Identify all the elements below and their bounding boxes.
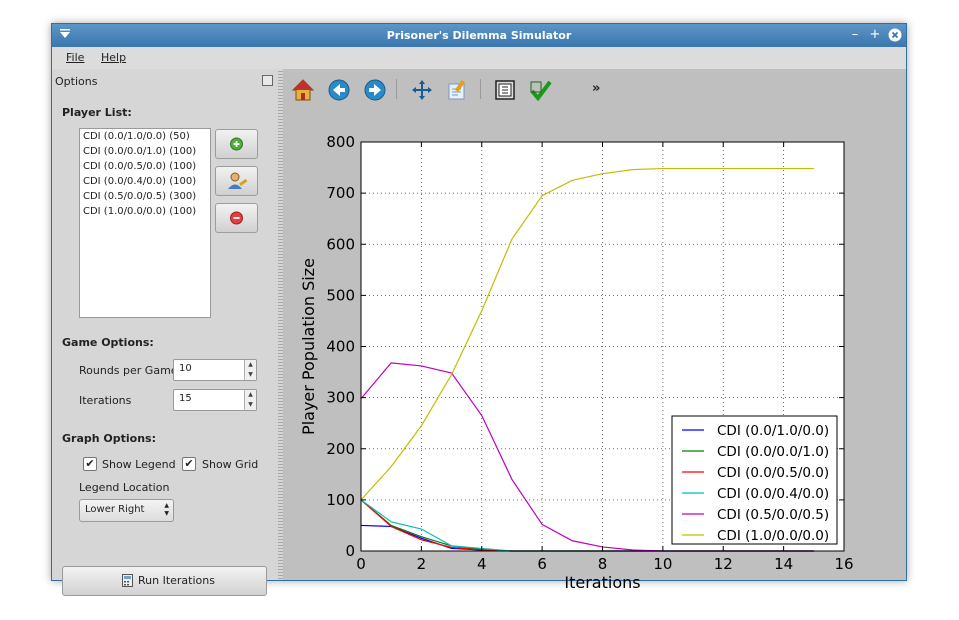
maximize-icon[interactable]: + — [869, 27, 881, 42]
plot-toolbar: » — [283, 69, 906, 107]
home-icon[interactable] — [291, 78, 315, 102]
x-axis-label: Iterations — [564, 573, 640, 592]
title-bar: Prisoner's Dilemma Simulator – + — [52, 24, 906, 47]
iterations-spinbox[interactable]: 15 ▲ ▼ — [173, 389, 257, 411]
rounds-spin-arrows[interactable]: ▲ ▼ — [244, 360, 256, 380]
options-title: Options — [55, 75, 98, 88]
player-list-item[interactable]: CDI (1.0/0.0/0.0) (100) — [83, 206, 197, 217]
y-axis-label: Player Population Size — [299, 258, 318, 435]
player-list[interactable]: CDI (0.0/1.0/0.0) (50) CDI (0.0/0.0/1.0)… — [79, 128, 211, 318]
legend-label: CDI (0.0/0.4/0.0) — [717, 486, 829, 502]
y-tick-label: 700 — [326, 184, 355, 202]
show-grid-checkbox[interactable]: ✔ — [182, 457, 196, 471]
population-chart: 0 2 4 6 8 10 12 14 16 0 100 200 300 400 500 600 700 800 It… — [299, 133, 854, 592]
legend-box — [671, 415, 838, 545]
y-tick-label: 200 — [326, 440, 355, 458]
zoom-icon[interactable] — [446, 78, 470, 102]
x-tick-label: 8 — [598, 555, 608, 573]
iterations-value: 15 — [179, 393, 192, 404]
y-tick-label: 600 — [326, 235, 355, 253]
toolbar-separator — [396, 79, 397, 99]
more-icon[interactable]: » — [592, 81, 601, 96]
calculator-icon — [122, 574, 133, 587]
x-tick-label: 10 — [653, 555, 672, 573]
legend-label: CDI (0.0/1.0/0.0) — [717, 423, 829, 439]
y-tick-label: 500 — [326, 286, 355, 304]
legend-label: CDI (0.5/0.0/0.5) — [717, 507, 829, 523]
show-legend-checkbox[interactable]: ✔ — [83, 457, 97, 471]
run-iterations-label: Run Iterations — [138, 574, 215, 587]
graph-options-label: Graph Options: — [62, 432, 156, 445]
x-tick-label: 6 — [537, 555, 547, 573]
legend-label: CDI (0.0/0.0/1.0) — [717, 444, 829, 460]
player-list-item[interactable]: CDI (0.0/0.5/0.0) (100) — [83, 161, 197, 172]
forward-icon[interactable] — [363, 78, 387, 102]
y-tick-label: 300 — [326, 389, 355, 407]
legend-location-label: Legend Location — [79, 481, 170, 494]
pan-icon[interactable] — [410, 78, 434, 102]
iterations-spin-arrows[interactable]: ▲ ▼ — [244, 390, 256, 410]
player-list-label: Player List: — [62, 106, 132, 119]
chevron-updown-icon: ▲ ▼ — [164, 502, 169, 517]
main-window: Prisoner's Dilemma Simulator – + File He… — [51, 23, 907, 596]
configure-subplots-icon[interactable] — [493, 78, 517, 102]
x-tick-label: 0 — [356, 555, 366, 573]
add-icon — [230, 137, 243, 151]
x-tick-label: 14 — [774, 555, 793, 573]
menu-file[interactable]: File — [66, 51, 85, 64]
save-icon[interactable] — [529, 78, 553, 102]
legend-location-select[interactable]: Lower Right ▲ ▼ — [79, 499, 174, 522]
toolbar-separator — [480, 79, 481, 99]
series-line — [360, 167, 814, 501]
panel-splitter[interactable] — [278, 69, 283, 580]
run-iterations-button[interactable]: Run Iterations — [62, 566, 267, 596]
player-list-item[interactable]: CDI (0.5/0.0/0.5) (300) — [83, 191, 197, 202]
player-list-item[interactable]: CDI (0.0/0.4/0.0) (100) — [83, 176, 197, 187]
options-panel: Options Player List: CDI (0.0/1.0/0.0) (… — [52, 69, 278, 596]
game-options-label: Game Options: — [62, 336, 154, 349]
y-tick-label: 800 — [326, 133, 355, 151]
legend-label: CDI (1.0/0.0/0.0) — [717, 528, 829, 544]
legend-label: CDI (0.0/0.5/0.0) — [717, 465, 829, 481]
back-icon[interactable] — [327, 78, 351, 102]
add-player-button[interactable] — [215, 129, 258, 159]
player-list-item[interactable]: CDI (0.0/0.0/1.0) (100) — [83, 146, 197, 157]
float-panel-icon[interactable] — [262, 75, 273, 86]
show-grid-label: Show Grid — [202, 458, 259, 471]
y-tick-label: 0 — [345, 542, 355, 560]
edit-player-button[interactable] — [215, 166, 258, 196]
menu-bar: File Help — [52, 47, 906, 69]
remove-icon — [230, 211, 243, 225]
rounds-value: 10 — [179, 363, 192, 374]
close-icon[interactable] — [888, 28, 902, 42]
show-legend-label: Show Legend — [102, 458, 176, 471]
rounds-spinbox[interactable]: 10 ▲ ▼ — [173, 359, 257, 381]
plot-panel: » 0 2 4 6 8 10 12 14 16 0 100 200 300 400 500 600 700 800… — [283, 69, 906, 592]
x-tick-label: 2 — [417, 555, 427, 573]
rounds-label: Rounds per Game — [79, 364, 178, 377]
x-tick-label: 12 — [714, 555, 733, 573]
player-list-item[interactable]: CDI (0.0/1.0/0.0) (50) — [83, 131, 190, 142]
window-menu-icon[interactable] — [58, 28, 72, 42]
iterations-label: Iterations — [79, 394, 132, 407]
x-tick-label: 16 — [834, 555, 853, 573]
y-tick-label: 100 — [326, 491, 355, 509]
x-tick-label: 4 — [477, 555, 487, 573]
window-title: Prisoner's Dilemma Simulator — [386, 29, 572, 42]
legend-location-value: Lower Right — [85, 504, 145, 515]
edit-user-icon — [228, 172, 248, 189]
menu-help[interactable]: Help — [101, 51, 127, 64]
y-tick-label: 400 — [326, 338, 355, 356]
minimize-icon[interactable]: – — [851, 27, 859, 42]
remove-player-button[interactable] — [215, 203, 258, 233]
